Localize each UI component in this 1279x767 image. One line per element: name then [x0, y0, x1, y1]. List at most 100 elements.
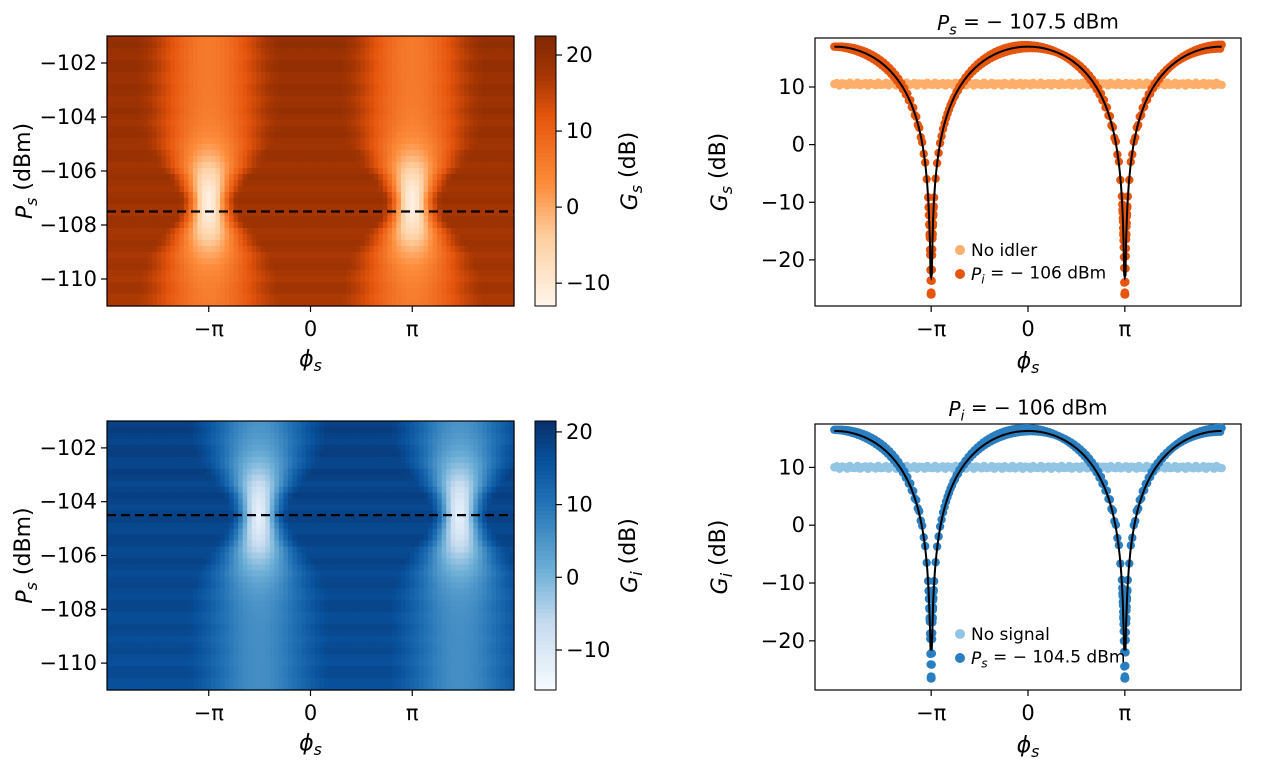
heat-signal-cell	[423, 90, 429, 97]
heat-signal-cell	[161, 90, 167, 97]
heat-signal-cell	[351, 48, 357, 55]
heat-signal-cell	[111, 294, 117, 301]
heat-signal-cell	[441, 192, 447, 199]
heat-signal-cell	[152, 60, 158, 67]
heat-signal-cell	[242, 300, 248, 307]
heat-signal-cell	[251, 186, 257, 193]
heat-signal-cell	[274, 228, 280, 235]
heat-signal-cell	[473, 186, 479, 193]
heat-signal-cell	[274, 96, 280, 103]
heat-signal-cell	[346, 36, 352, 43]
heat-signal-cell	[138, 78, 144, 85]
heat-signal-cell	[305, 252, 312, 259]
heat-signal-cell	[504, 282, 511, 289]
heat-signal-cell	[229, 270, 235, 277]
heat-signal-cell	[278, 42, 284, 49]
heat-signal-cell	[301, 138, 307, 145]
heat-signal-cell	[364, 42, 370, 49]
heat-signal-cell	[500, 186, 506, 193]
heat-signal-cell	[238, 144, 244, 151]
heat-signal-cell	[292, 258, 298, 265]
heat-signal-cell	[224, 294, 230, 301]
heat-idler-cell	[473, 421, 479, 428]
heat-signal-cell	[197, 276, 203, 283]
heat-signal-cell	[260, 282, 266, 289]
heat-signal-cell	[342, 48, 348, 55]
heat-signal-cell	[107, 120, 113, 127]
heat-signal-cell	[251, 84, 257, 91]
heat-signal-cell	[296, 258, 303, 265]
heat-signal-cell	[441, 162, 447, 169]
heat-signal-cell	[315, 108, 321, 115]
heat-signal-cell	[482, 48, 488, 55]
heat-signal-cell	[419, 252, 425, 259]
heat-signal-cell	[269, 234, 275, 241]
heat-signal-cell	[256, 192, 262, 199]
heat-signal-cell	[509, 294, 515, 301]
heat-signal-cell	[156, 138, 162, 145]
heat-signal-cell	[409, 294, 416, 301]
heat-signal-cell	[143, 126, 149, 133]
heat-signal-cell	[414, 174, 420, 181]
heat-signal-cell	[391, 180, 398, 187]
heat-idler-cell	[342, 421, 348, 428]
heat-signal-cell	[111, 210, 117, 217]
heat-signal-cell	[324, 48, 330, 55]
heat-signal-cell	[437, 180, 443, 187]
heat-signal-cell	[473, 150, 479, 157]
heat-signal-cell	[256, 132, 262, 139]
heat-signal-colorbar-cell	[535, 99, 556, 105]
heat-signal-cell	[170, 204, 176, 211]
heat-signal-cell	[152, 120, 158, 127]
heat-signal-cell	[419, 234, 425, 241]
heat-signal-cell	[147, 228, 153, 235]
heat-signal-cell	[292, 132, 298, 139]
heat-signal-cell	[369, 138, 375, 145]
heat-signal-cell	[387, 90, 393, 97]
heat-idler-cell	[215, 438, 221, 446]
heat-signal-cell	[174, 288, 180, 295]
heat-signal-cell	[192, 210, 199, 217]
heat-idler-cell	[120, 438, 126, 446]
heat-signal-cell	[432, 84, 438, 91]
heat-signal-cell	[391, 96, 398, 103]
heat-signal-cell	[328, 240, 334, 247]
heat-signal-colorbar-cell	[535, 292, 556, 298]
heat-signal-cell	[120, 174, 126, 181]
heat-signal-cell	[509, 174, 515, 181]
heat-signal-cell	[337, 264, 343, 271]
heat-signal-cell	[165, 150, 171, 157]
heat-signal-cell	[287, 168, 294, 175]
heat-signal-cell	[269, 54, 275, 61]
heat-signal-cell	[147, 300, 153, 307]
heat-signal-cell	[446, 138, 452, 145]
heat-signal-cell	[495, 252, 502, 259]
heat-signal-cell	[174, 210, 180, 217]
heat-signal-cell	[125, 198, 131, 205]
heat-signal-cell	[495, 222, 502, 229]
heat-signal-cell	[183, 216, 189, 223]
heat-signal-cell	[324, 198, 330, 205]
heat-signal-cell	[116, 300, 122, 307]
heat-signal-cell	[215, 186, 221, 193]
heat-signal-cell	[274, 66, 280, 73]
heat-signal-cell	[324, 264, 330, 271]
heat-signal-cell	[170, 108, 176, 115]
heat-signal-cell	[251, 258, 257, 265]
heat-signal-cell	[342, 138, 348, 145]
heat-signal-cell	[437, 90, 443, 97]
heat-signal-cell	[143, 246, 149, 253]
heat-idler-cell	[382, 421, 388, 428]
heat-signal-cell	[192, 42, 199, 49]
heat-signal-cell	[129, 120, 135, 127]
heat-signal-colorbar-cell	[535, 270, 556, 276]
heat-signal-cell	[495, 174, 502, 181]
heat-signal-cell	[129, 48, 135, 55]
heat-signal-cell	[446, 246, 452, 253]
heat-signal-cell	[134, 300, 140, 307]
heat-signal-cell	[360, 84, 366, 91]
heat-signal-cell	[382, 102, 388, 109]
heat-signal-cell	[441, 252, 447, 259]
heat-signal-cell	[215, 102, 221, 109]
heat-idler-cell	[364, 426, 370, 434]
